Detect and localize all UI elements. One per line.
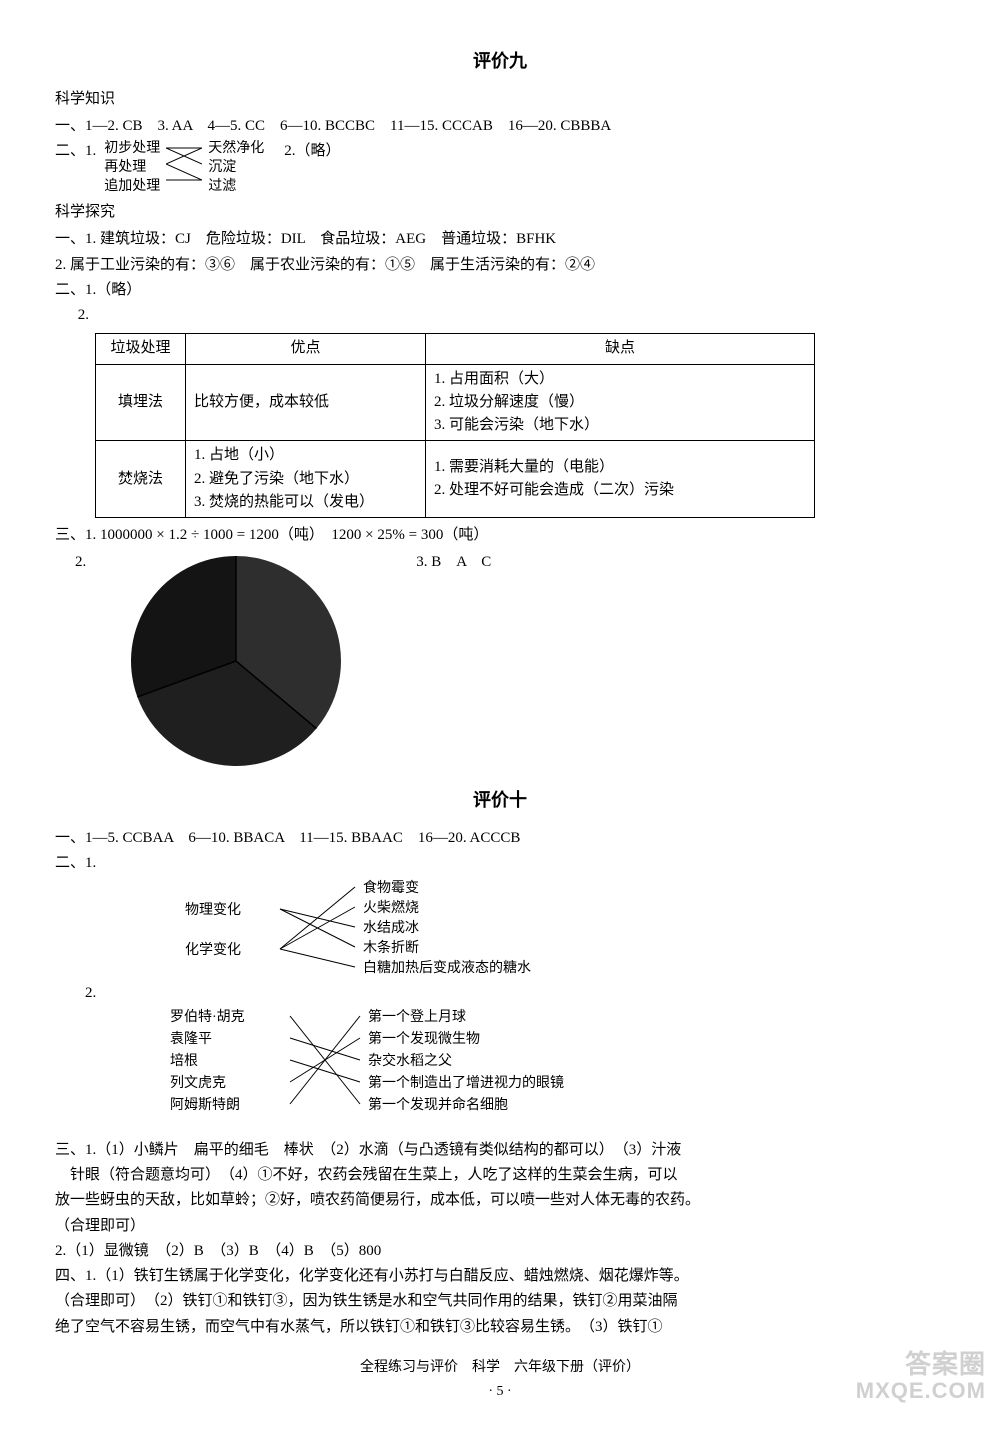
eval10-l8: 2.（1）显微镜 （2）B （3）B （4）B （5）800 — [55, 1240, 945, 1263]
match1-right-item: 过滤 — [208, 178, 264, 197]
table-row: 填埋法比较方便，成本较低1. 占用面积（大）2. 垃圾分解速度（慢）3. 可能会… — [96, 364, 815, 441]
eval9-title: 评价九 — [55, 48, 945, 76]
page-footer: 全程练习与评价 科学 六年级下册（评价） — [55, 1357, 945, 1379]
match3-right-item: 第一个制造出了增进视力的眼镜 — [368, 1073, 564, 1095]
table-row: 焚烧法1. 占地（小）2. 避免了污染（地下水）3. 焚烧的热能可以（发电）1.… — [96, 441, 815, 518]
table-cell: 焚烧法 — [96, 441, 186, 518]
eval10-l7: （合理即可） — [55, 1215, 945, 1238]
eval10-l6: 放一些蚜虫的天敌，比如草蛉；②好，喷农药简便易行，成本低，可以喷一些对人体无毒的… — [55, 1189, 945, 1212]
eval10-l1: 一、1—5. CCBAA 6—10. BBACA 11—15. BBAAC 16… — [55, 827, 945, 850]
match2-right-item: 白糖加热后变成液态的糖水 — [363, 958, 531, 980]
table-cell: 1. 占地（小）2. 避免了污染（地下水）3. 焚烧的热能可以（发电） — [186, 441, 426, 518]
match2-right-item: 火柴燃烧 — [363, 898, 419, 920]
table-header: 优点 — [186, 334, 426, 364]
match3-left-item: 列文虎克 — [170, 1073, 226, 1095]
table-cell: 1. 需要消耗大量的（电能）2. 处理不好可能会造成（二次）污染 — [426, 441, 815, 518]
match3-left-item: 袁隆平 — [170, 1029, 212, 1051]
watermark-line2: MXQE.COM — [856, 1379, 986, 1403]
table-cell: 填埋法 — [96, 364, 186, 441]
match3-right-item: 杂交水稻之父 — [368, 1051, 452, 1073]
match2-left-item: 化学变化 — [185, 940, 241, 962]
eval9-pie-answer: 3. B A C — [416, 551, 491, 574]
watermark: 答案圈 MXQE.COM — [856, 1350, 986, 1403]
eval9-s1-l2-prefix: 二、1. — [55, 140, 96, 163]
eval10-title: 评价十 — [55, 787, 945, 815]
eval10-l10: （合理即可） （2）铁钉①和铁钉③，因为铁生锈是水和空气共同作用的结果，铁钉②用… — [55, 1290, 945, 1313]
match2-right-item: 水结成冰 — [363, 918, 419, 940]
match2-right-item: 食物霉变 — [363, 878, 419, 900]
match3-left-item: 培根 — [170, 1051, 198, 1073]
eval9-section1-heading: 科学知识 — [55, 88, 945, 111]
eval9-s3-l1: 三、1. 1000000 × 1.2 ÷ 1000 = 1200（吨） 1200… — [55, 524, 945, 547]
eval9-table: 垃圾处理优点缺点 填埋法比较方便，成本较低1. 占用面积（大）2. 垃圾分解速度… — [95, 333, 815, 518]
eval10-l5: 针眼（符合题意均可） （4）①不好，农药会残留在生菜上，人吃了这样的生菜会生病，… — [55, 1164, 945, 1187]
table-cell: 比较方便，成本较低 — [186, 364, 426, 441]
eval9-s1-line1: 一、1—2. CB 3. AA 4—5. CC 6—10. BCCBC 11—1… — [55, 115, 945, 138]
page-number: · 5 · — [55, 1381, 945, 1403]
eval9-section2-heading: 科学探究 — [55, 201, 945, 224]
watermark-line1: 答案圈 — [856, 1350, 986, 1379]
match3-left-item: 罗伯特·胡克 — [170, 1007, 245, 1029]
table-header: 垃圾处理 — [96, 334, 186, 364]
eval10-l3-prefix: 2. — [85, 982, 96, 1005]
eval9-pie-chart — [126, 551, 346, 771]
match1-right-item: 沉淀 — [208, 159, 264, 178]
match2-left-item: 物理变化 — [185, 900, 241, 922]
eval9-s2-l1: 一、1. 建筑垃圾：CJ 危险垃圾：DIL 食品垃圾：AEG 普通垃圾：BFHK — [55, 228, 945, 251]
eval10-match2: 物理变化化学变化 食物霉变火柴燃烧水结成冰木条折断白糖加热后变成液态的糖水 — [115, 878, 635, 988]
eval10-l4: 三、1.（1）小鳞片 扁平的细毛 棒状 （2）水滴（与凸透镜有类似结构的都可以）… — [55, 1139, 945, 1162]
eval9-match1: 初步处理再处理追加处理 天然净化沉淀过滤 — [104, 140, 264, 197]
match3-right-item: 第一个发现微生物 — [368, 1029, 480, 1051]
cross-icon — [166, 140, 202, 194]
eval10-l9: 四、1.（1）铁钉生锈属于化学变化，化学变化还有小苏打与白醋反应、蜡烛燃烧、烟花… — [55, 1265, 945, 1288]
eval9-table-num: 2. — [55, 304, 95, 327]
match2-right-item: 木条折断 — [363, 938, 419, 960]
eval9-s2-l2: 2. 属于工业污染的有：③⑥ 属于农业污染的有：①⑤ 属于生活污染的有：②④ — [55, 254, 945, 277]
eval9-pie-num: 2. — [75, 551, 86, 574]
eval10-l11: 绝了空气不容易生锈，而空气中有水蒸气，所以铁钉①和铁钉③比较容易生锈。 （3）铁… — [55, 1316, 945, 1339]
match3-right-item: 第一个登上月球 — [368, 1007, 466, 1029]
table-cell: 1. 占用面积（大）2. 垃圾分解速度（慢）3. 可能会污染（地下水） — [426, 364, 815, 441]
match3-left-item: 阿姆斯特朗 — [170, 1095, 240, 1117]
eval9-s1-line2: 二、1. 初步处理再处理追加处理 天然净化沉淀过滤 2.（略） — [55, 140, 945, 197]
match1-left-item: 初步处理 — [104, 140, 160, 159]
table-header: 缺点 — [426, 334, 815, 364]
match1-left-item: 再处理 — [104, 159, 160, 178]
eval10-match3: 罗伯特·胡克袁隆平培根列文虎克阿姆斯特朗 第一个登上月球第一个发现微生物杂交水稻之… — [115, 1007, 715, 1137]
eval10-l2-prefix: 二、1. — [55, 852, 96, 875]
match3-right-item: 第一个发现并命名细胞 — [368, 1095, 508, 1117]
match1-left-item: 追加处理 — [104, 178, 160, 197]
eval9-s1-l2-suffix: 2.（略） — [284, 140, 340, 163]
match1-right-item: 天然净化 — [208, 140, 264, 159]
eval9-s2-l3: 二、1.（略） — [55, 279, 945, 302]
